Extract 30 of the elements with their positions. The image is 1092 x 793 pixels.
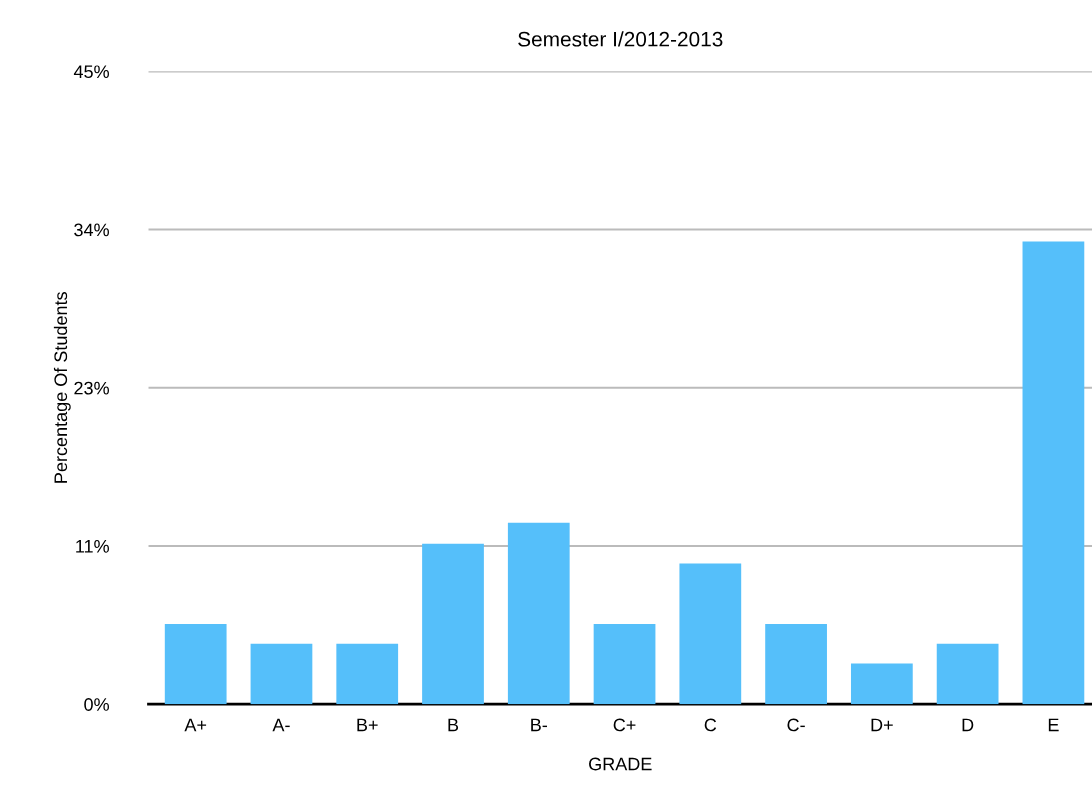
chart-title: Semester I/2012-2013 [518,31,723,47]
x-tick-label: C- [787,718,805,732]
y-tick-label: 0% [84,698,109,711]
y-tick-label: 45% [73,65,109,79]
bar [1022,241,1085,705]
x-tick-label: C+ [613,718,636,732]
bar [679,563,742,705]
x-tick-label: A- [272,718,290,732]
bar [164,624,227,705]
x-tick-label: B [448,718,459,732]
x-tick-label: D+ [871,718,893,732]
bar [336,643,399,705]
bar [422,543,484,705]
bar [250,643,313,705]
bar [936,643,999,705]
bar [850,663,913,705]
x-tick-label: B- [531,718,547,732]
x-tick-label: A+ [184,718,207,732]
y-tick-label: 11% [76,539,109,553]
x-tick-label: C [704,718,717,732]
x-tick-label: E [1048,718,1059,732]
bar [765,624,827,705]
x-tick-label: D [962,718,974,732]
y-tick-label: 34% [74,223,109,237]
y-tick-label: 23% [74,381,109,395]
x-tick-label: B+ [357,718,378,732]
bar [507,522,570,705]
y-axis-title: Percentage Of Students [53,292,71,483]
x-axis-title: GRADE [589,757,652,771]
bar [593,624,656,705]
